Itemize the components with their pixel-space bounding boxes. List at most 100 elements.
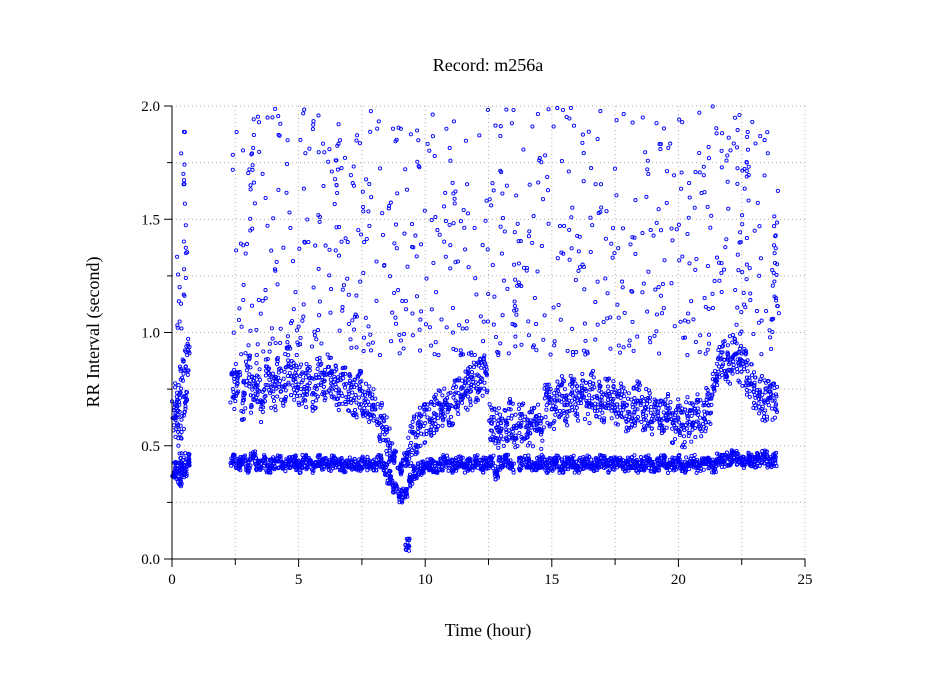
- data-point: [173, 415, 178, 420]
- data-point: [273, 379, 279, 384]
- data-point: [244, 363, 249, 368]
- data-point: [299, 362, 304, 367]
- data-point: [175, 254, 180, 259]
- data-point: [175, 325, 180, 330]
- data-point: [265, 356, 270, 362]
- data-point: [181, 239, 186, 244]
- data-point: [300, 378, 305, 383]
- data-point: [279, 389, 284, 394]
- data-point: [184, 390, 190, 395]
- data-point: [271, 389, 276, 394]
- data-point: [258, 465, 263, 470]
- data-point: [185, 347, 190, 352]
- data-point: [173, 459, 178, 465]
- data-point: [300, 393, 305, 398]
- data-point: [303, 375, 308, 380]
- data-point: [233, 361, 238, 366]
- data-point: [283, 398, 288, 404]
- data-point: [178, 366, 183, 371]
- data-point: [272, 382, 277, 387]
- data-point: [181, 171, 186, 176]
- data-point: [254, 361, 259, 366]
- data-point: [249, 375, 254, 380]
- data-point: [183, 451, 188, 456]
- data-point: [182, 162, 187, 167]
- data-point: [180, 357, 185, 362]
- data-point: [245, 470, 251, 475]
- data-point: [178, 377, 183, 382]
- data-point: [269, 389, 274, 394]
- x-tick-label: 15: [544, 572, 559, 588]
- data-point: [260, 409, 265, 414]
- data-point: [286, 382, 291, 387]
- data-point: [231, 453, 236, 458]
- data-point: [299, 461, 304, 466]
- data-point: [247, 381, 252, 386]
- data-point: [247, 353, 253, 358]
- data-point: [183, 404, 188, 409]
- data-point: [248, 393, 253, 398]
- data-point: [279, 459, 284, 464]
- data-point: [258, 461, 264, 466]
- data-point: [249, 402, 254, 408]
- data-point: [183, 394, 188, 399]
- data-point: [260, 389, 265, 394]
- data-point: [293, 379, 298, 384]
- data-point: [248, 228, 253, 233]
- data-point: [186, 336, 191, 341]
- data-point: [248, 183, 253, 188]
- data-point: [185, 341, 190, 346]
- data-point: [277, 382, 282, 387]
- x-tick-label: 25: [798, 572, 813, 588]
- data-point: [254, 373, 260, 378]
- data-point: [299, 401, 305, 406]
- data-point: [248, 216, 253, 221]
- data-point: [244, 379, 249, 384]
- data-point: [293, 454, 298, 459]
- data-point: [259, 420, 264, 425]
- data-point: [279, 384, 285, 389]
- data-point: [264, 470, 269, 475]
- data-point: [282, 384, 287, 389]
- data-point: [292, 363, 297, 369]
- data-point: [245, 468, 250, 473]
- data-point: [275, 359, 280, 364]
- x-axis-label: Time (hour): [445, 620, 532, 641]
- data-point: [186, 343, 191, 348]
- data-point: [271, 455, 276, 460]
- data-point: [248, 456, 253, 461]
- data-point: [273, 404, 278, 409]
- data-point: [173, 385, 178, 390]
- x-tick-label: 10: [418, 572, 433, 588]
- data-point: [275, 394, 280, 399]
- data-point: [295, 384, 300, 389]
- data-point: [178, 479, 183, 484]
- data-point: [234, 383, 239, 388]
- data-point: [297, 470, 302, 475]
- data-point: [181, 371, 186, 376]
- data-point: [179, 451, 184, 456]
- data-point: [268, 465, 273, 470]
- x-tick-label: 20: [671, 572, 686, 588]
- data-point: [234, 461, 239, 466]
- data-point: [261, 405, 266, 410]
- data-point: [178, 368, 183, 373]
- data-point: [292, 397, 297, 402]
- data-point: [177, 409, 182, 414]
- data-point: [176, 443, 181, 448]
- data-point: [273, 408, 278, 413]
- data-point: [176, 477, 181, 482]
- data-point: [264, 368, 269, 373]
- data-point: [248, 463, 253, 468]
- data-point: [274, 376, 279, 381]
- data-point: [294, 367, 299, 372]
- data-point: [288, 465, 293, 470]
- data-point: [265, 383, 270, 388]
- data-point: [263, 382, 268, 387]
- data-point: [178, 390, 183, 395]
- data-point: [179, 386, 184, 391]
- data-point: [287, 344, 292, 349]
- data-point: [283, 397, 288, 402]
- data-point: [253, 449, 258, 454]
- data-point: [185, 250, 190, 255]
